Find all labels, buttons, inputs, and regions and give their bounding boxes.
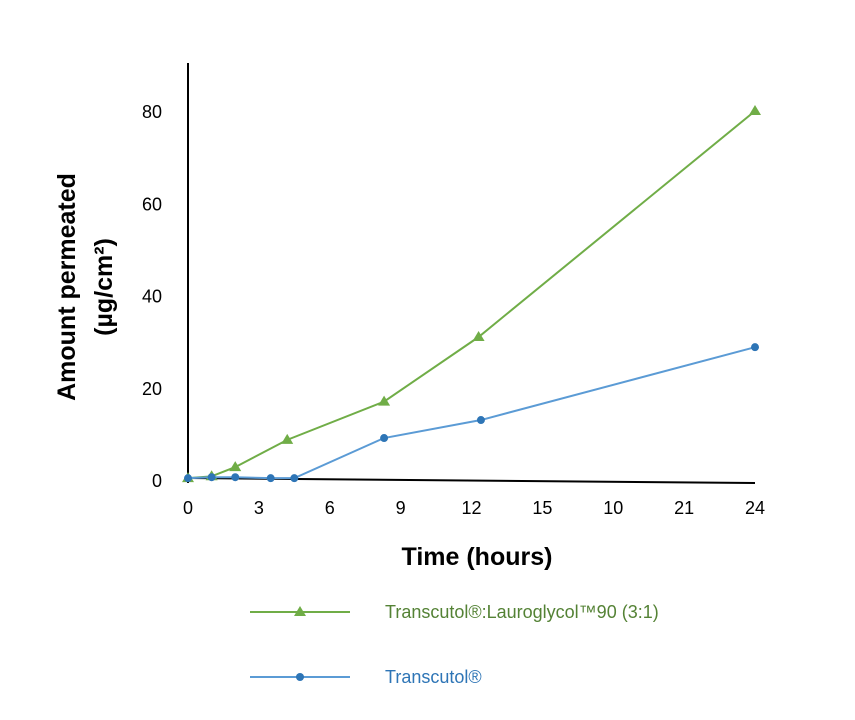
- data-point: [207, 473, 216, 482]
- data-point: [231, 473, 240, 482]
- x-tick-label: 12: [461, 498, 481, 518]
- data-point: [476, 416, 485, 425]
- x-tick-label: 15: [532, 498, 552, 518]
- x-tick-label: 21: [674, 498, 694, 518]
- series-0: [182, 105, 761, 483]
- data-point: [281, 433, 294, 444]
- data-point: [184, 474, 192, 483]
- x-tick-label: 6: [325, 498, 335, 518]
- data-point: [290, 474, 299, 483]
- y-tick-label: 60: [142, 194, 162, 214]
- triangle-marker-icon: [294, 606, 306, 616]
- data-point: [378, 395, 391, 406]
- y-tick-label: 0: [152, 471, 162, 491]
- data-point: [749, 105, 761, 115]
- legend-item: Transcutol®: [250, 667, 482, 687]
- series-1: [184, 343, 759, 483]
- y-axis-title-line2: (µg/cm²): [90, 238, 118, 336]
- data-point: [751, 343, 759, 352]
- series-line: [187, 346, 756, 480]
- x-tick-label: 9: [396, 498, 406, 518]
- data-point: [229, 461, 242, 472]
- legend-label: Transcutol®: [385, 667, 482, 687]
- x-axis-title: Time (hours): [402, 543, 553, 571]
- circle-marker-icon: [296, 673, 304, 681]
- data-point: [266, 474, 275, 483]
- y-axis-title-line1: Amount permeated: [53, 173, 81, 401]
- x-tick-label: 24: [745, 498, 765, 518]
- data-point: [380, 434, 389, 443]
- y-tick-label: 80: [142, 102, 162, 122]
- legend-item: Transcutol®:Lauroglycol™90 (3:1): [250, 602, 659, 622]
- legend-label: Transcutol®:Lauroglycol™90 (3:1): [385, 602, 659, 622]
- x-tick-label: 3: [254, 498, 264, 518]
- legend: Transcutol®:Lauroglycol™90 (3:1) Transcut…: [250, 602, 659, 687]
- y-tick-label: 40: [142, 287, 162, 307]
- x-tick-label: 10: [603, 498, 623, 518]
- series-line: [187, 110, 756, 480]
- x-tick-label: 0: [183, 498, 193, 518]
- data-point: [472, 331, 485, 342]
- y-tick-label: 20: [142, 379, 162, 399]
